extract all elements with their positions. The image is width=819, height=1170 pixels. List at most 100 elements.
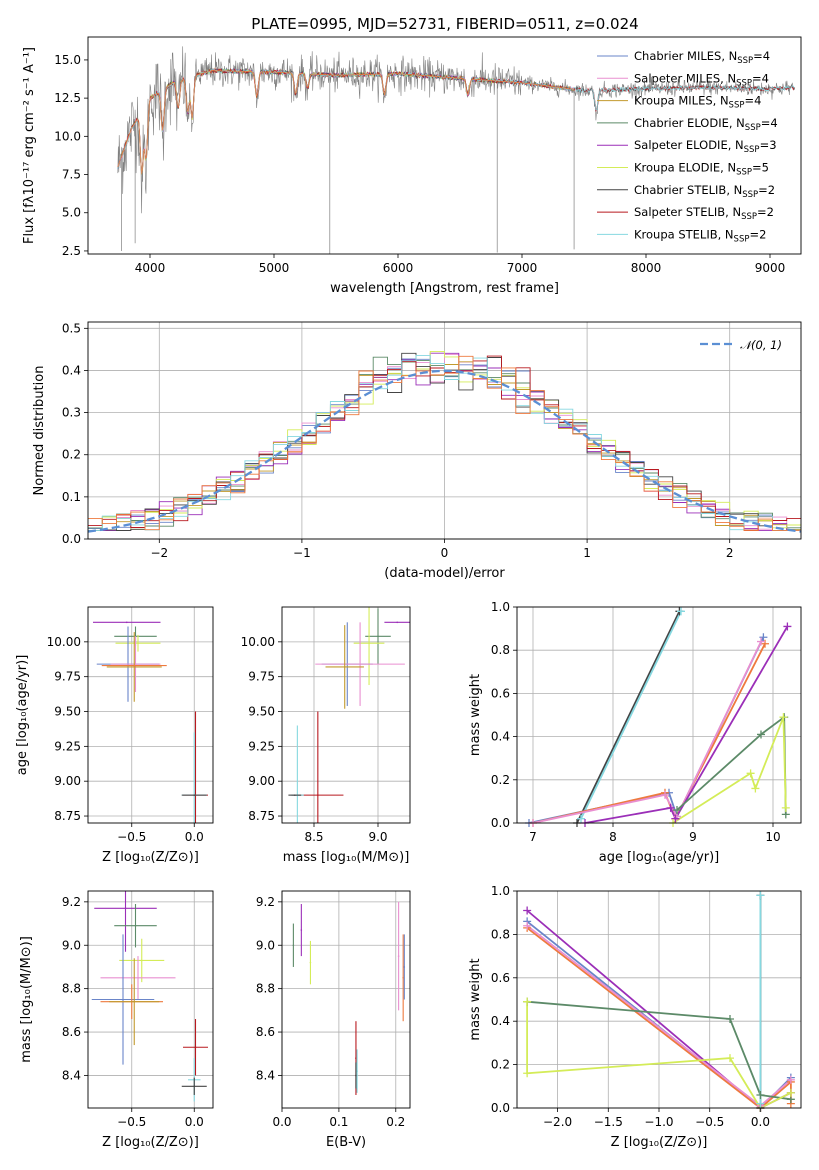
axes-frame (87, 321, 802, 540)
weight-marker (751, 784, 760, 793)
errorbar-point (356, 1070, 358, 1072)
errorbar-point (317, 794, 319, 796)
legend-label-eq: =3 (760, 138, 777, 152)
weight-marker (523, 1069, 532, 1078)
y-axis-label: age [log₁₀(age/yr)] (15, 655, 30, 776)
errorbar-point (133, 666, 136, 668)
legend-label: Chabrier STELIB, NSSP=2 (634, 183, 775, 200)
x-tick-label: 9 (689, 830, 697, 844)
legend-label-sub: SSP (729, 101, 745, 111)
axes-frame (87, 890, 214, 1109)
y-tick-label: 7.5 (62, 168, 81, 182)
errorbar-point (368, 642, 370, 645)
y-tick-label: 0.0 (491, 1101, 510, 1115)
y-axis-label: mass weight (468, 674, 483, 756)
legend-label-sub: SSP (734, 234, 750, 244)
errorbar-point (133, 1000, 136, 1003)
y-tick-label: 0.2 (491, 1058, 510, 1072)
weight-line-chabrier-elodie (527, 1000, 792, 1101)
y-tick-label: 9.0 (256, 938, 275, 952)
axes-frame (516, 890, 802, 1109)
y-tick-label: 8.8 (256, 982, 275, 996)
weight-marker (677, 607, 685, 616)
legend-label: Salpeter MILES, NSSP=4 (634, 71, 769, 88)
plot-area-spectrum (117, 46, 796, 254)
y-tick-label: 0.5 (62, 321, 81, 335)
x-tick-label: −1.0 (644, 1115, 673, 1129)
x-axis-label: Z [log₁₀(Z/Z⊙)] (102, 850, 199, 865)
legend-label: Kroupa STELIB, NSSP=2 (634, 227, 766, 244)
y-tick-label: 8.6 (256, 1025, 275, 1039)
x-tick-label: −2.0 (543, 1115, 572, 1129)
y-tick-label: 0.6 (491, 686, 510, 700)
legend-label-sub: SSP (736, 78, 752, 88)
residual-histogram-salpeter-elodie (88, 352, 801, 532)
axes-frame (87, 606, 214, 824)
gaussian-legend-label: 𝒩(0, 1) (740, 338, 782, 352)
x-axis-label: (data-model)/error (384, 566, 505, 581)
x-tick-label: 1 (583, 546, 591, 560)
y-tick-label: 9.25 (54, 739, 81, 753)
y-tick-label: 9.50 (248, 705, 275, 719)
y-tick-label: 1.0 (491, 884, 510, 898)
legend-label-name: Salpeter MILES, N (634, 71, 736, 85)
y-tick-label: 8.4 (62, 1068, 81, 1082)
y-axis-label: mass weight (468, 958, 483, 1040)
errorbar-point (124, 907, 127, 910)
model-spectrum-salpeter-stelib (117, 67, 795, 173)
legend-label: Salpeter ELODIE, NSSP=3 (634, 138, 777, 155)
weight-marker (661, 790, 669, 799)
x-tick-label: −0.5 (117, 1115, 146, 1129)
x-tick-label: 2 (726, 546, 734, 560)
plot-layer: 4000 5000 6000 7000 8000 90002.55.07.510.012.… (15, 36, 802, 1150)
axes-spectrum: 4000 5000 6000 7000 8000 9000 2.5 5.0 7.5 10.0 12.… (22, 36, 802, 296)
legend-label-name: Kroupa STELIB, N (634, 227, 734, 241)
errorbar-point (193, 794, 196, 796)
residual-histogram-kroupa-elodie (88, 350, 801, 532)
x-tick-label: 4000 (135, 261, 166, 275)
y-tick-label: 0.2 (491, 773, 510, 787)
plot-area-age-vs-Z (93, 621, 208, 823)
weight-marker (523, 906, 532, 915)
axes-age-vs-mass: 8.5 9.0 8.75 9.00 9.25 9.50 9.75 10.00 mass [log… (241, 606, 411, 865)
axes-mass-weight-vs-Z: −2.0 −1.5 −1.0 −0.5 0.0 0.0 0.2 0.4 0.6 0.8 1.0 Z [… (468, 884, 802, 1150)
legend-label-eq: =4 (753, 49, 770, 63)
weight-marker (523, 921, 532, 930)
x-tick-label: 7 (529, 830, 537, 844)
errorbar-point (134, 924, 137, 927)
x-tick-label: −1.5 (594, 1115, 623, 1129)
legend-label-name: Salpeter STELIB, N (634, 205, 741, 219)
legend-label-name: Chabrier ELODIE, N (634, 116, 745, 130)
x-axis-label: age [log₁₀(age/yr)] (599, 850, 720, 865)
plot-area-mass-vs-Z (91, 891, 208, 1102)
errorbar-point (140, 959, 143, 962)
errorbar-point (137, 642, 139, 645)
legend-label: Kroupa ELODIE, NSSP=5 (634, 161, 769, 178)
y-tick-label: 8.75 (248, 809, 275, 823)
legend-label: Kroupa MILES, NSSP=4 (634, 94, 761, 111)
x-tick-label: 10 (765, 830, 780, 844)
plot-area-age-vs-mass (288, 607, 410, 823)
model-spectrum-orange (117, 70, 575, 174)
y-tick-label: 0.4 (62, 363, 81, 377)
x-tick-label: −0.5 (117, 830, 146, 844)
weight-marker (786, 1088, 795, 1097)
weight-marker (756, 1090, 765, 1099)
legend-label-sub: SSP (745, 123, 761, 133)
y-tick-label: 10.00 (47, 635, 81, 649)
legend-label-eq: =5 (752, 161, 769, 175)
weight-marker (726, 1015, 734, 1024)
errorbar-point (402, 977, 404, 979)
residual-histogram-orange (88, 355, 801, 532)
axes-frame (281, 890, 411, 1109)
y-tick-label: 0.6 (491, 971, 510, 985)
weight-marker (746, 769, 755, 778)
errorbar-point (294, 794, 296, 796)
legend-label-sub: SSP (737, 56, 753, 66)
y-tick-label: 0.4 (491, 730, 510, 744)
y-axis-label: Normed distribution (32, 366, 47, 496)
y-tick-label: 0.8 (491, 927, 510, 941)
y-axis-label: mass [log₁₀(M/M⊙)] (19, 936, 34, 1063)
errorbar-point (355, 1074, 357, 1077)
